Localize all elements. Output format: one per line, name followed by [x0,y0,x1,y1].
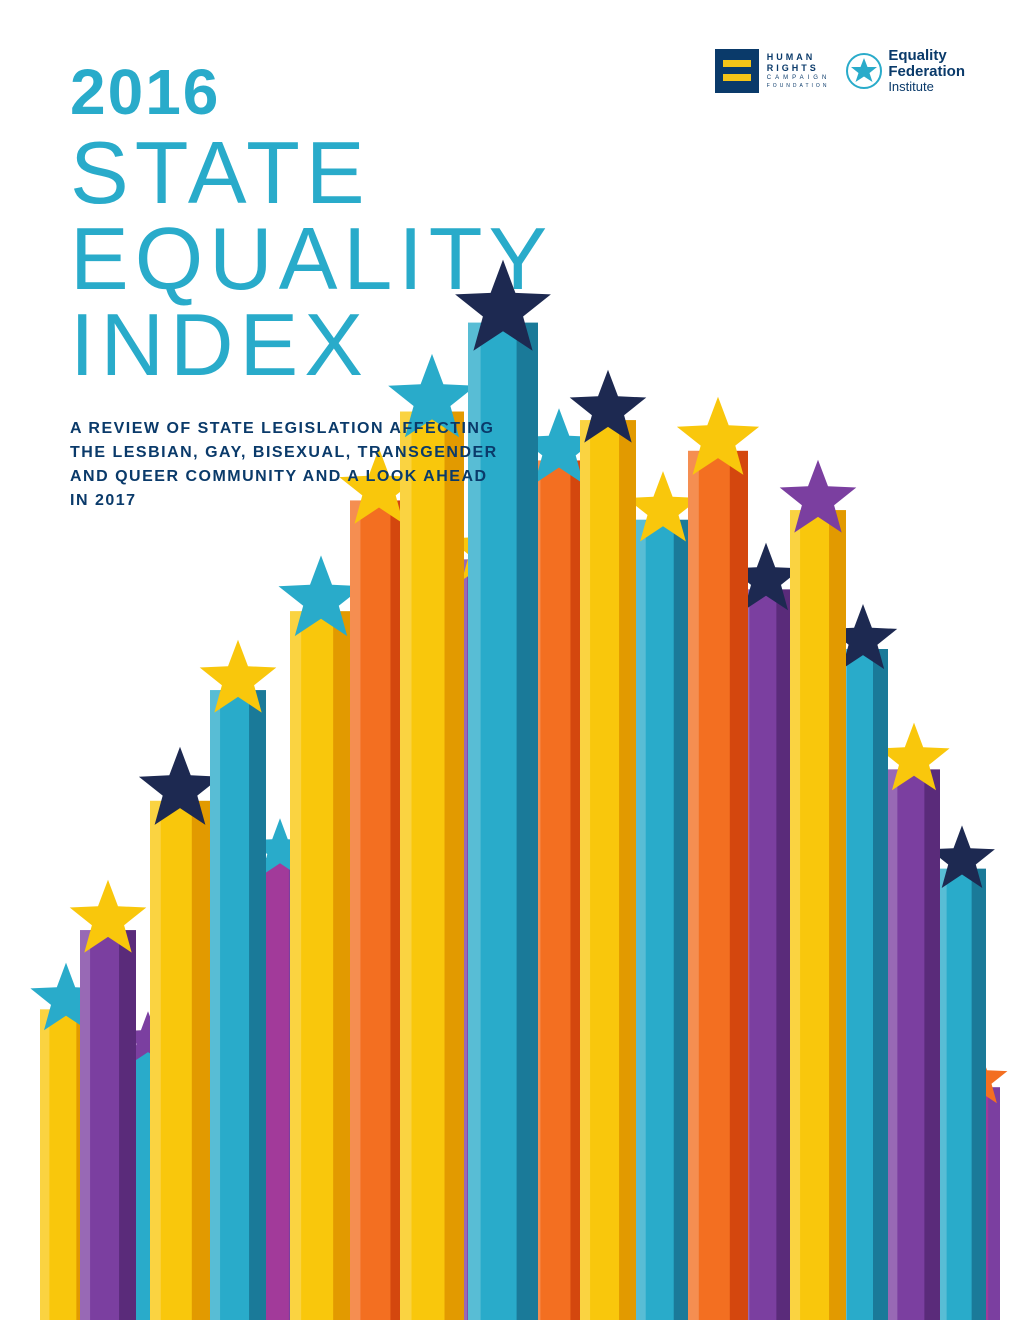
title-main: STATE EQUALITY INDEX [70,130,553,389]
hrc-logo-icon [715,49,759,93]
title-line2: EQUALITY [70,209,553,308]
hrc-bar-2 [723,74,751,81]
hrc-logo: HUMAN RIGHTS CAMPAIGN FOUNDATION [715,49,831,93]
title-block: 2016 STATE EQUALITY INDEX A REVIEW OF ST… [70,60,553,513]
subtitle-text: A REVIEW OF STATE LEGISLATION AFFECTING … [70,417,510,513]
equality-federation-logo: Equality Federation Institute [846,48,965,93]
hrc-line3: CAMPAIGN [767,75,831,83]
ef-line2: Federation [888,64,965,80]
ef-line1: Equality [888,48,965,64]
title-year: 2016 [70,60,553,124]
hrc-line1: HUMAN [767,52,831,64]
hrc-logo-text: HUMAN RIGHTS CAMPAIGN FOUNDATION [767,52,831,90]
title-line1: STATE [70,123,371,222]
title-line3: INDEX [70,295,369,394]
ef-logo-text: Equality Federation Institute [888,48,965,93]
hrc-line2: RIGHTS [767,63,831,75]
logos: HUMAN RIGHTS CAMPAIGN FOUNDATION Equalit… [715,48,965,93]
ef-star-icon [846,53,882,89]
ef-line3: Institute [888,80,965,94]
hrc-bar-1 [723,60,751,67]
hrc-line4: FOUNDATION [767,83,831,90]
